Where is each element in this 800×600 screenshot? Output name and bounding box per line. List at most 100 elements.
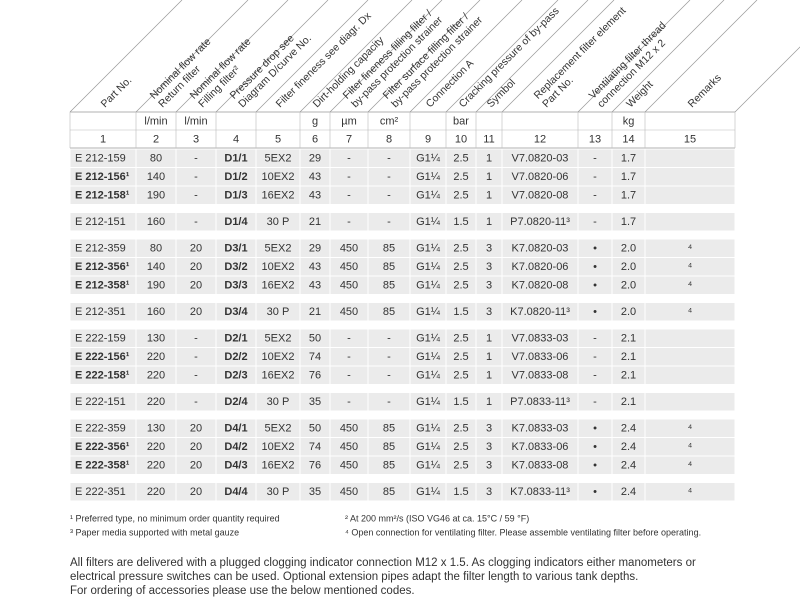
cell-text: 10EX2 <box>261 261 294 273</box>
part-no: E 222-156¹ <box>75 351 130 363</box>
column-number: 12 <box>534 133 546 145</box>
cell-text: ⁴ <box>688 423 693 435</box>
cell-text: D2/2 <box>224 351 247 363</box>
cell-text: 43 <box>309 261 321 273</box>
column-number: 10 <box>455 133 467 145</box>
cell-text: 20 <box>190 306 202 318</box>
cell <box>446 348 476 366</box>
cell-text: - <box>194 153 198 165</box>
cell <box>330 393 368 411</box>
header-divider <box>175 0 289 113</box>
cell-text: D1/3 <box>224 190 247 202</box>
cell <box>300 303 330 321</box>
cell-text: 3 <box>486 441 492 453</box>
cell <box>612 419 645 437</box>
cell-text: K7.0820-06 <box>512 261 569 273</box>
cell-text: G1¼ <box>416 460 441 472</box>
cell <box>476 366 502 384</box>
cell <box>70 239 136 257</box>
cell <box>410 276 446 294</box>
cell <box>136 213 176 231</box>
header-divider <box>611 0 725 113</box>
cell <box>256 213 300 231</box>
cell-text: 2.0 <box>621 280 636 292</box>
cell-text: 20 <box>190 423 202 435</box>
cell <box>330 258 368 276</box>
cell <box>612 483 645 501</box>
cell <box>256 483 300 501</box>
cell <box>136 456 176 474</box>
cell-text: - <box>194 190 198 202</box>
cell-text: D1/1 <box>224 153 247 165</box>
cell-text: 140 <box>147 171 165 183</box>
cell-text: • <box>593 306 597 318</box>
cell <box>645 456 735 474</box>
cell <box>410 186 446 204</box>
cell <box>256 329 300 347</box>
cell-text: V7.0820-06 <box>512 171 569 183</box>
cell-text: G1¼ <box>416 153 441 165</box>
cell-text: - <box>387 396 391 408</box>
cell-text: 21 <box>309 216 321 228</box>
cell-text: V7.0820-08 <box>512 190 569 202</box>
cell <box>216 483 256 501</box>
cell-text: 220 <box>147 396 165 408</box>
cell <box>216 258 256 276</box>
cell-text: 5EX2 <box>265 423 292 435</box>
cell-text: 20 <box>190 486 202 498</box>
cell-text: 220 <box>147 370 165 382</box>
cell <box>216 186 256 204</box>
cell <box>502 348 578 366</box>
cell <box>410 366 446 384</box>
cell-text: 5EX2 <box>265 333 292 345</box>
cell-text: G1¼ <box>416 261 441 273</box>
cell <box>368 329 410 347</box>
cell <box>300 186 330 204</box>
header-divider <box>367 0 481 113</box>
cell-text: - <box>347 216 351 228</box>
cell <box>578 329 612 347</box>
cell-text: - <box>593 190 597 202</box>
cell-text: K7.0820-11³ <box>510 306 570 318</box>
cell-text: - <box>194 351 198 363</box>
paragraph-line: All filters are delivered with a plugged… <box>70 557 696 569</box>
cell-text: - <box>387 171 391 183</box>
cell <box>645 438 735 456</box>
cell <box>476 186 502 204</box>
cell <box>368 348 410 366</box>
cell-text: 16EX2 <box>261 190 294 202</box>
column-number: 5 <box>275 133 281 145</box>
cell-text: - <box>194 333 198 345</box>
cell-text: K7.0833-06 <box>512 441 569 453</box>
cell <box>368 393 410 411</box>
column-number: 9 <box>425 133 431 145</box>
cell-text: 1 <box>486 351 492 363</box>
cell-text: • <box>593 441 597 453</box>
cell <box>368 149 410 167</box>
cell <box>136 186 176 204</box>
cell-text: - <box>194 216 198 228</box>
cell <box>256 366 300 384</box>
cell-text: 2.5 <box>453 171 468 183</box>
cell-text: 43 <box>309 280 321 292</box>
cell-text: 450 <box>340 486 358 498</box>
cell-text: - <box>347 370 351 382</box>
cell <box>136 348 176 366</box>
header-divider <box>135 0 249 113</box>
cell-text: - <box>593 370 597 382</box>
cell-text: 2.1 <box>621 333 636 345</box>
cell <box>176 329 216 347</box>
cell-text: 160 <box>147 216 165 228</box>
cell <box>502 186 578 204</box>
cell <box>476 276 502 294</box>
cell <box>216 456 256 474</box>
cell <box>300 393 330 411</box>
cell-text: 74 <box>309 441 321 453</box>
cell <box>330 213 368 231</box>
cell-text: 5EX2 <box>265 153 292 165</box>
part-no: E 212-358¹ <box>75 280 130 292</box>
cell <box>578 438 612 456</box>
unit: kg <box>623 115 635 127</box>
cell-text: G1¼ <box>416 351 441 363</box>
cell-text: 1 <box>486 171 492 183</box>
